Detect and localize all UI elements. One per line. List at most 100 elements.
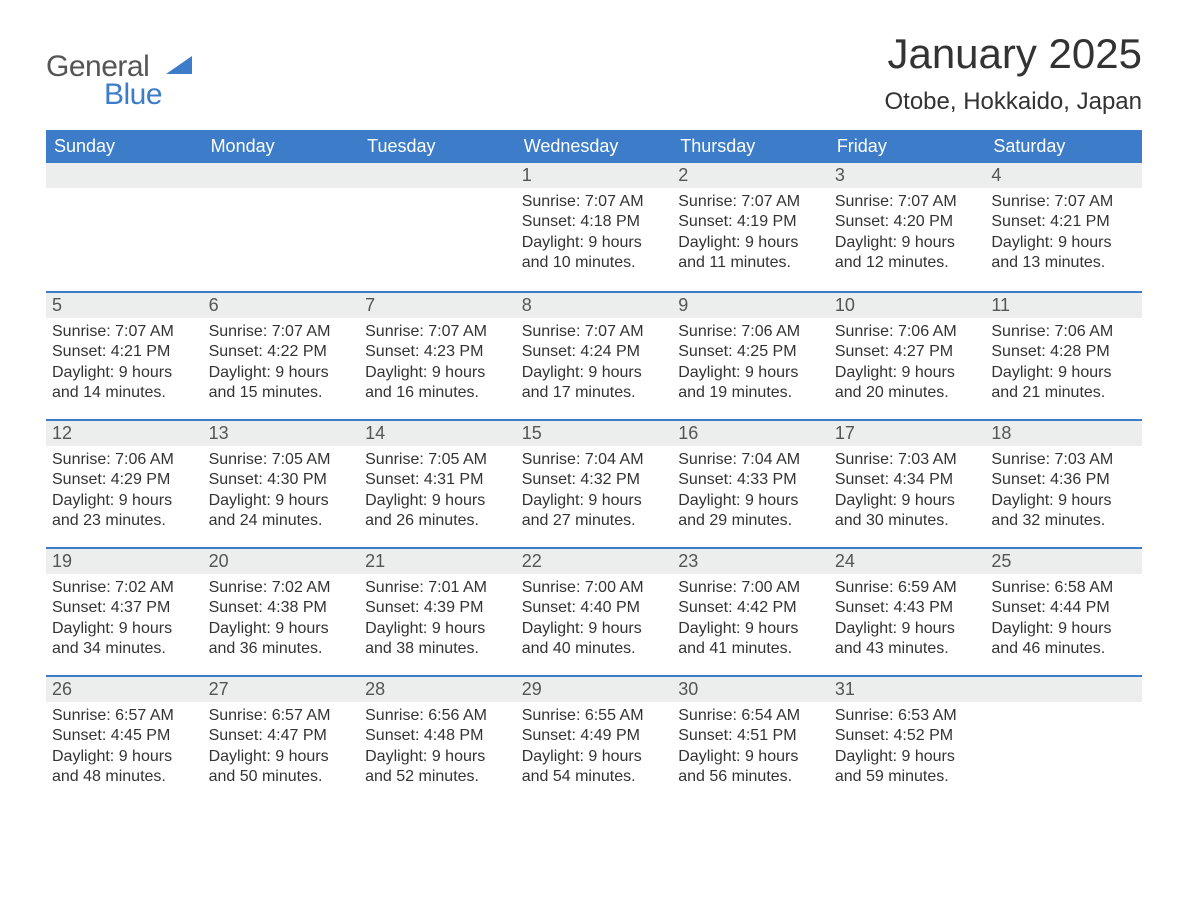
day-detail: Sunrise: 7:06 AMSunset: 4:25 PMDaylight:… (672, 318, 829, 410)
day-detail-line: Daylight: 9 hours (835, 363, 980, 383)
day-detail-line: Daylight: 9 hours (522, 619, 667, 639)
header: General Blue January 2025 Otobe, Hokkaid… (46, 30, 1142, 116)
weekday-header: Sunday (46, 130, 203, 163)
day-detail-line: Sunrise: 7:07 AM (522, 192, 667, 212)
day-detail-line: Sunset: 4:52 PM (835, 726, 980, 746)
calendar-cell: 18Sunrise: 7:03 AMSunset: 4:36 PMDayligh… (985, 419, 1142, 547)
day-detail: Sunrise: 7:02 AMSunset: 4:37 PMDaylight:… (46, 574, 203, 666)
day-number: 20 (203, 547, 360, 574)
day-detail: Sunrise: 6:57 AMSunset: 4:45 PMDaylight:… (46, 702, 203, 794)
day-detail-line: Daylight: 9 hours (365, 363, 510, 383)
day-number: 24 (829, 547, 986, 574)
day-detail-line: Daylight: 9 hours (522, 233, 667, 253)
calendar-cell: 12Sunrise: 7:06 AMSunset: 4:29 PMDayligh… (46, 419, 203, 547)
day-detail-line: Sunset: 4:32 PM (522, 470, 667, 490)
day-detail-line: Sunrise: 7:07 AM (209, 322, 354, 342)
day-number: 19 (46, 547, 203, 574)
calendar-head: SundayMondayTuesdayWednesdayThursdayFrid… (46, 130, 1142, 163)
day-detail: Sunrise: 7:07 AMSunset: 4:22 PMDaylight:… (203, 318, 360, 410)
day-detail-line: Sunset: 4:25 PM (678, 342, 823, 362)
calendar-cell: 7Sunrise: 7:07 AMSunset: 4:23 PMDaylight… (359, 291, 516, 419)
day-detail-line: Daylight: 9 hours (365, 747, 510, 767)
logo-word2: Blue (104, 78, 162, 112)
calendar-cell: 11Sunrise: 7:06 AMSunset: 4:28 PMDayligh… (985, 291, 1142, 419)
calendar-week-row: 19Sunrise: 7:02 AMSunset: 4:37 PMDayligh… (46, 547, 1142, 675)
day-detail: Sunrise: 7:02 AMSunset: 4:38 PMDaylight:… (203, 574, 360, 666)
day-number (359, 163, 516, 188)
day-detail-line: and 56 minutes. (678, 767, 823, 787)
day-detail-line: and 34 minutes. (52, 639, 197, 659)
calendar-cell: 15Sunrise: 7:04 AMSunset: 4:32 PMDayligh… (516, 419, 673, 547)
day-detail-line: and 48 minutes. (52, 767, 197, 787)
day-detail-line: Sunrise: 6:55 AM (522, 706, 667, 726)
day-number: 22 (516, 547, 673, 574)
calendar-cell: 1Sunrise: 7:07 AMSunset: 4:18 PMDaylight… (516, 163, 673, 291)
day-detail-line: Daylight: 9 hours (678, 233, 823, 253)
day-detail-line: Sunrise: 7:06 AM (52, 450, 197, 470)
day-detail-line: Daylight: 9 hours (678, 747, 823, 767)
calendar-cell: 5Sunrise: 7:07 AMSunset: 4:21 PMDaylight… (46, 291, 203, 419)
day-detail: Sunrise: 7:05 AMSunset: 4:31 PMDaylight:… (359, 446, 516, 538)
day-detail-line: and 19 minutes. (678, 383, 823, 403)
day-detail-line: Sunrise: 7:02 AM (209, 578, 354, 598)
day-detail-line: Daylight: 9 hours (52, 747, 197, 767)
logo: General Blue (46, 50, 192, 112)
day-detail: Sunrise: 7:07 AMSunset: 4:18 PMDaylight:… (516, 188, 673, 280)
day-detail-line: and 52 minutes. (365, 767, 510, 787)
day-detail-line: Sunrise: 7:00 AM (522, 578, 667, 598)
day-detail: Sunrise: 7:06 AMSunset: 4:28 PMDaylight:… (985, 318, 1142, 410)
day-detail-line: Sunset: 4:21 PM (52, 342, 197, 362)
weekday-header: Friday (829, 130, 986, 163)
day-detail-line: and 27 minutes. (522, 511, 667, 531)
day-detail: Sunrise: 7:06 AMSunset: 4:29 PMDaylight:… (46, 446, 203, 538)
day-number: 26 (46, 675, 203, 702)
day-detail-line: Sunrise: 6:57 AM (209, 706, 354, 726)
day-number (203, 163, 360, 188)
day-detail-line: Sunrise: 7:05 AM (365, 450, 510, 470)
calendar-cell: 9Sunrise: 7:06 AMSunset: 4:25 PMDaylight… (672, 291, 829, 419)
day-detail-line: Sunset: 4:23 PM (365, 342, 510, 362)
day-detail: Sunrise: 6:54 AMSunset: 4:51 PMDaylight:… (672, 702, 829, 794)
day-detail-line: Sunrise: 7:07 AM (835, 192, 980, 212)
calendar-cell: 3Sunrise: 7:07 AMSunset: 4:20 PMDaylight… (829, 163, 986, 291)
weekday-header: Tuesday (359, 130, 516, 163)
day-detail-line: Sunset: 4:45 PM (52, 726, 197, 746)
day-detail-line: Sunset: 4:24 PM (522, 342, 667, 362)
calendar-cell (203, 163, 360, 291)
day-detail: Sunrise: 7:07 AMSunset: 4:24 PMDaylight:… (516, 318, 673, 410)
day-detail-line: Sunset: 4:44 PM (991, 598, 1136, 618)
day-detail-line: Daylight: 9 hours (52, 363, 197, 383)
day-detail: Sunrise: 7:06 AMSunset: 4:27 PMDaylight:… (829, 318, 986, 410)
day-number: 1 (516, 163, 673, 188)
calendar-cell: 2Sunrise: 7:07 AMSunset: 4:19 PMDaylight… (672, 163, 829, 291)
calendar-cell: 14Sunrise: 7:05 AMSunset: 4:31 PMDayligh… (359, 419, 516, 547)
day-detail-line: Sunrise: 7:05 AM (209, 450, 354, 470)
day-detail-line: and 40 minutes. (522, 639, 667, 659)
calendar-cell: 26Sunrise: 6:57 AMSunset: 4:45 PMDayligh… (46, 675, 203, 803)
calendar-cell: 6Sunrise: 7:07 AMSunset: 4:22 PMDaylight… (203, 291, 360, 419)
day-detail-line: and 14 minutes. (52, 383, 197, 403)
day-number: 4 (985, 163, 1142, 188)
day-detail-line: Sunrise: 6:58 AM (991, 578, 1136, 598)
day-detail-line: Sunset: 4:47 PM (209, 726, 354, 746)
weekday-header: Thursday (672, 130, 829, 163)
day-detail-line: and 11 minutes. (678, 253, 823, 273)
day-detail-line: Daylight: 9 hours (52, 491, 197, 511)
day-number: 15 (516, 419, 673, 446)
day-number: 8 (516, 291, 673, 318)
day-detail-line: Sunrise: 7:03 AM (991, 450, 1136, 470)
day-detail-line: Daylight: 9 hours (678, 491, 823, 511)
location: Otobe, Hokkaido, Japan (885, 88, 1143, 116)
day-detail-line: Daylight: 9 hours (52, 619, 197, 639)
day-number: 16 (672, 419, 829, 446)
calendar-week-row: 12Sunrise: 7:06 AMSunset: 4:29 PMDayligh… (46, 419, 1142, 547)
day-detail: Sunrise: 6:58 AMSunset: 4:44 PMDaylight:… (985, 574, 1142, 666)
calendar-table: SundayMondayTuesdayWednesdayThursdayFrid… (46, 130, 1142, 803)
day-detail-line: and 43 minutes. (835, 639, 980, 659)
day-detail-line: Sunset: 4:34 PM (835, 470, 980, 490)
day-detail-line: Daylight: 9 hours (522, 363, 667, 383)
day-number: 12 (46, 419, 203, 446)
calendar-cell: 30Sunrise: 6:54 AMSunset: 4:51 PMDayligh… (672, 675, 829, 803)
day-detail-line: Sunset: 4:33 PM (678, 470, 823, 490)
day-detail-line: and 30 minutes. (835, 511, 980, 531)
